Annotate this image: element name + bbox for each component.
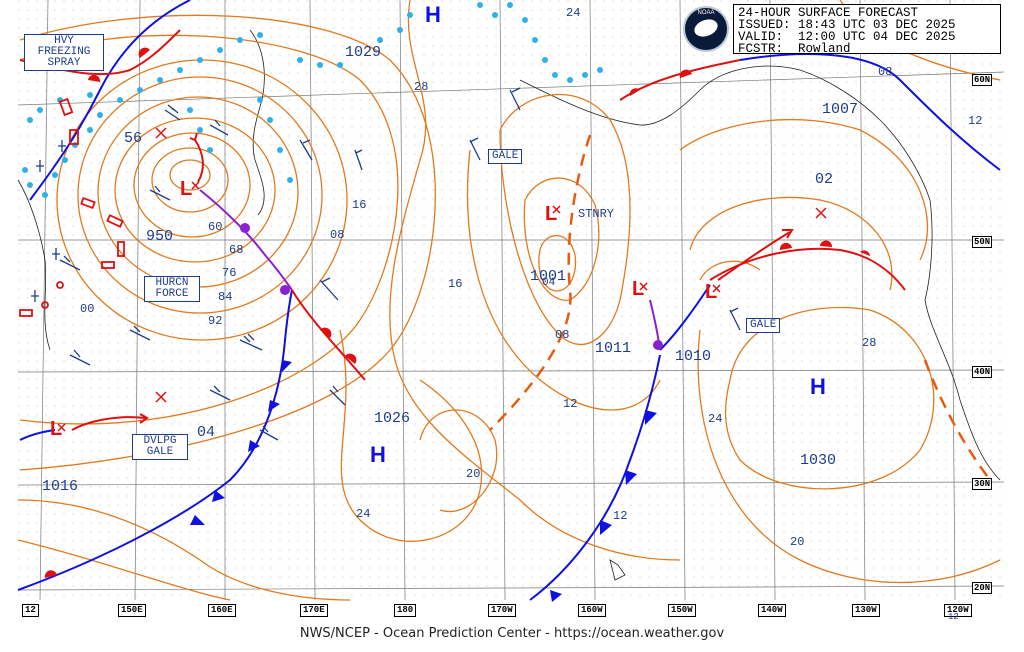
lon-label-170w: 170W — [488, 604, 516, 617]
svg-text:68: 68 — [229, 243, 243, 257]
warning-hurcn-force: HURCN FORCE — [144, 276, 200, 302]
svg-text:08: 08 — [878, 65, 892, 79]
issued-time: ISSUED: 18:43 UTC 03 DEC 2025 — [738, 18, 956, 32]
high-center-1: H — [425, 2, 441, 27]
svg-text:20: 20 — [790, 535, 804, 549]
freezing-spray-icons — [31, 140, 66, 302]
svg-text:84: 84 — [218, 290, 232, 304]
footer-credit: NWS/NCEP - Ocean Prediction Center - htt… — [299, 626, 725, 641]
warning-dvlpg-gale: DVLPG GALE — [132, 434, 188, 460]
lat-label-20n: 20N — [972, 582, 993, 594]
low-center-4: L — [705, 281, 717, 303]
front-symbols — [44, 47, 870, 602]
forecast-title: 24-HOUR SURFACE FORECAST — [738, 6, 919, 20]
pressure-1007: 1007 — [822, 101, 858, 118]
svg-text:16: 16 — [448, 277, 462, 291]
svg-text:60: 60 — [208, 220, 222, 234]
svg-text:92: 92 — [208, 314, 222, 328]
high-center-3: H — [810, 374, 826, 399]
lat-label-40n: 40N — [972, 366, 993, 378]
isobar-value-labels: 24 28 16 08 60 68 76 84 92 00 16 08 12 2… — [80, 6, 982, 549]
pressure-1010: 1010 — [675, 348, 711, 365]
pressure-1016: 1016 — [42, 478, 78, 495]
low-center-2: L — [545, 203, 557, 225]
lon-label-edge-left: 12 — [22, 604, 39, 617]
high-center-2: H — [370, 442, 386, 467]
svg-text:24: 24 — [356, 507, 370, 521]
pressure-1029: 1029 — [345, 44, 381, 61]
wind-barbs — [59, 87, 741, 441]
svg-text:12: 12 — [968, 114, 982, 128]
pressure-950: 950 — [146, 228, 173, 245]
lon-label-180: 180 — [394, 604, 417, 617]
warning-hvy-freezing-spray: HVY FREEZING SPRAY — [24, 34, 104, 71]
isobars — [17, 0, 1001, 601]
svg-text:08: 08 — [330, 228, 344, 242]
troughs — [489, 134, 992, 481]
pressure-1026: 1026 — [374, 410, 410, 427]
pressure-56: 56 — [124, 130, 142, 147]
pressure-02: 02 — [815, 171, 833, 188]
forecaster: FCSTR: Rowland — [738, 42, 851, 56]
pressure-1001: 1001 — [530, 268, 566, 285]
forecast-info-box: 24-HOUR SURFACE FORECAST ISSUED: 18:43 UT… — [733, 4, 1001, 56]
lon-label-130w: 130W — [852, 604, 880, 617]
svg-text:28: 28 — [414, 80, 428, 94]
lat-label-30n: 30N — [972, 478, 993, 490]
isobar-label-bottom: 12 — [948, 612, 959, 622]
pressure-1030: 1030 — [800, 452, 836, 469]
pressure-04b: 04 — [542, 277, 556, 289]
svg-text:00: 00 — [80, 302, 94, 316]
warning-gale-1: GALE — [488, 149, 523, 164]
low-center-3: L — [632, 278, 644, 300]
svg-text:12: 12 — [613, 509, 627, 523]
noaa-bird-icon — [691, 16, 721, 40]
svg-text:24: 24 — [566, 6, 580, 20]
pressure-1011: 1011 — [595, 340, 631, 357]
noaa-logo: NOAA — [683, 6, 729, 52]
lon-label-140w: 140W — [758, 604, 786, 617]
storm-arrows — [71, 132, 794, 431]
lon-label-160w: 160W — [578, 604, 606, 617]
lon-label-170e: 170E — [300, 604, 328, 617]
svg-text:08: 08 — [555, 328, 569, 342]
warning-gale-2: GALE — [746, 318, 781, 333]
stationary-label: STNRY — [578, 207, 614, 221]
svg-text:28: 28 — [862, 336, 876, 350]
valid-time: VALID: 12:00 UTC 04 DEC 2025 — [738, 30, 956, 44]
svg-text:24: 24 — [708, 412, 722, 426]
lat-label-50n: 50N — [972, 236, 993, 248]
svg-text:12: 12 — [563, 397, 577, 411]
low-center-5: L — [50, 418, 62, 440]
lon-label-160e: 160E — [208, 604, 236, 617]
ice-edge — [22, 2, 603, 198]
pressure-labels: 1029 1007 02 56 950 1026 04 1016 1011 10… — [42, 44, 858, 495]
svg-text:16: 16 — [352, 198, 366, 212]
svg-text:20: 20 — [466, 467, 480, 481]
pressure-centers: L L L L L H H H — [50, 2, 827, 467]
lat-label-60n: 60N — [972, 74, 993, 86]
heavy-freezing-spray-markers — [19, 97, 125, 317]
svg-text:76: 76 — [222, 266, 236, 280]
low-center-1: L — [180, 178, 192, 200]
pressure-04: 04 — [197, 424, 215, 441]
lon-label-150e: 150E — [118, 604, 146, 617]
lon-label-120w: 120W — [944, 604, 972, 617]
cold-fronts — [17, 0, 1001, 601]
lon-label-150w: 150W — [668, 604, 696, 617]
